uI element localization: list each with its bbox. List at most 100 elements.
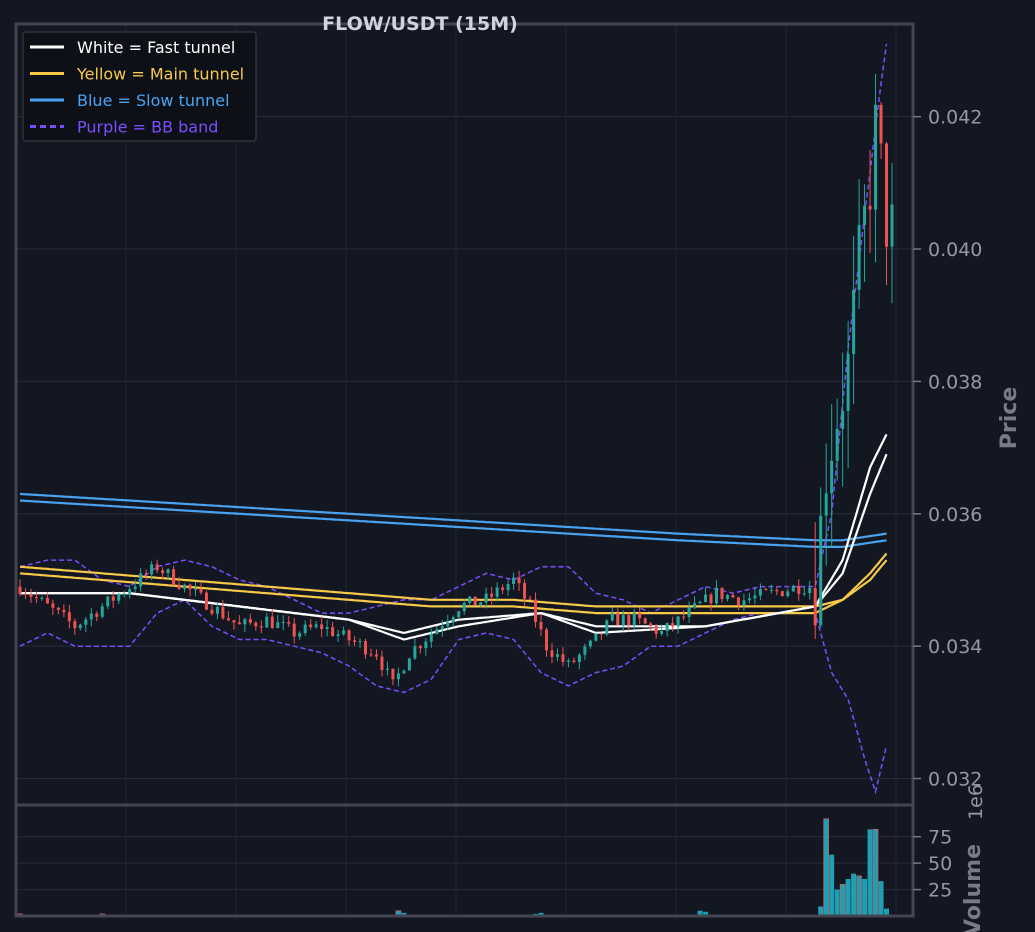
candle-body [144,573,148,575]
candle-body [254,622,258,627]
candle-body [435,629,439,635]
candle-body [682,616,686,618]
candle-body [67,612,71,622]
volume-bar [867,829,873,916]
candle-body [18,586,22,594]
candle-body [270,616,274,628]
candle-body [687,607,691,618]
candle-body [259,626,263,628]
volume-multiplier-label: 1e6 [965,784,987,820]
candle-body [539,621,543,630]
candle-body [364,641,368,655]
fast-tunnel-line [20,453,888,641]
candle-body [40,597,44,599]
candle-body [890,204,894,247]
candle-body [490,593,494,597]
candle-body [671,623,675,627]
candle-body [106,596,110,607]
volume-bar [856,875,862,917]
candle-body [248,619,252,623]
candle-body [221,606,225,619]
main-tunnel-line [19,559,888,615]
slow-tunnel-line [19,492,887,542]
candle-body [45,597,49,604]
candle-body [802,593,806,595]
candle-body [693,603,697,608]
candle-body [528,598,532,600]
candle-body [479,602,483,606]
candle-body [797,585,801,594]
candle-body [122,593,126,595]
candle-body [331,627,335,636]
candle-body [391,668,395,680]
legend-entry: Blue = Slow tunnel [77,91,230,110]
price-axis-title: Price [997,387,1022,449]
slow-tunnel-line [19,499,887,548]
candle-body [769,589,773,591]
candle-body [155,564,159,571]
candle-body [424,641,428,649]
bb-band [19,43,888,795]
candle-body [215,606,219,614]
candle-body [78,624,82,629]
legend-items: White = Fast tunnel Yellow = Main tunnel B… [30,38,244,137]
candle-body [210,609,214,614]
candle-body [462,602,466,612]
candle-body [885,143,889,247]
candle-body [835,428,839,461]
candle-body [534,599,538,622]
candle-body [654,625,658,634]
candle-body [517,577,521,584]
candle-body [128,589,132,594]
candle-body [786,591,790,597]
candle-body [380,656,384,670]
candle-body [56,607,60,610]
candle-body [588,640,592,647]
candle-body [501,587,505,591]
candle-body [111,596,115,601]
candle-body [824,493,828,516]
candle-body [610,613,614,621]
candle-body [451,617,455,623]
candle-body [599,633,603,635]
candle-body [627,615,631,626]
candle-body [183,584,187,589]
candle-body [868,205,872,210]
legend: White = Fast tunnel Yellow = Main tunnel B… [22,31,257,142]
candle-body [336,634,340,636]
candle-body [199,588,203,593]
candle-body [353,640,357,642]
price-tick-label: 0.036 [928,504,982,526]
volume-bar [878,881,884,916]
candle-body [813,588,817,626]
candle-body [594,633,598,641]
candle-body [117,594,121,601]
candle-body [484,593,488,603]
candle-body [857,224,861,290]
candle-body [309,624,313,628]
volume-bar [851,873,857,916]
candle-body [561,654,565,662]
candle-body [742,600,746,606]
candle-body [325,627,329,630]
candle-body [429,634,433,642]
candle-body [457,611,461,618]
volume-bar [829,854,835,916]
candle-body [649,623,653,626]
volume-bar [703,911,709,916]
volume-tick-label: 25 [928,880,952,902]
volume-axis: 25 50 75 [913,827,952,902]
candle-body [660,631,664,634]
candle-body [369,654,373,656]
legend-entry: White = Fast tunnel [77,38,235,57]
candle-body [764,589,768,591]
candle-body [879,104,883,144]
candle-body [243,619,247,625]
candle-body [150,564,154,575]
candle-body [396,673,400,680]
candle-body [402,670,406,674]
volume-bar [872,829,879,917]
volume-bar [834,889,840,916]
candle-body [665,623,669,632]
